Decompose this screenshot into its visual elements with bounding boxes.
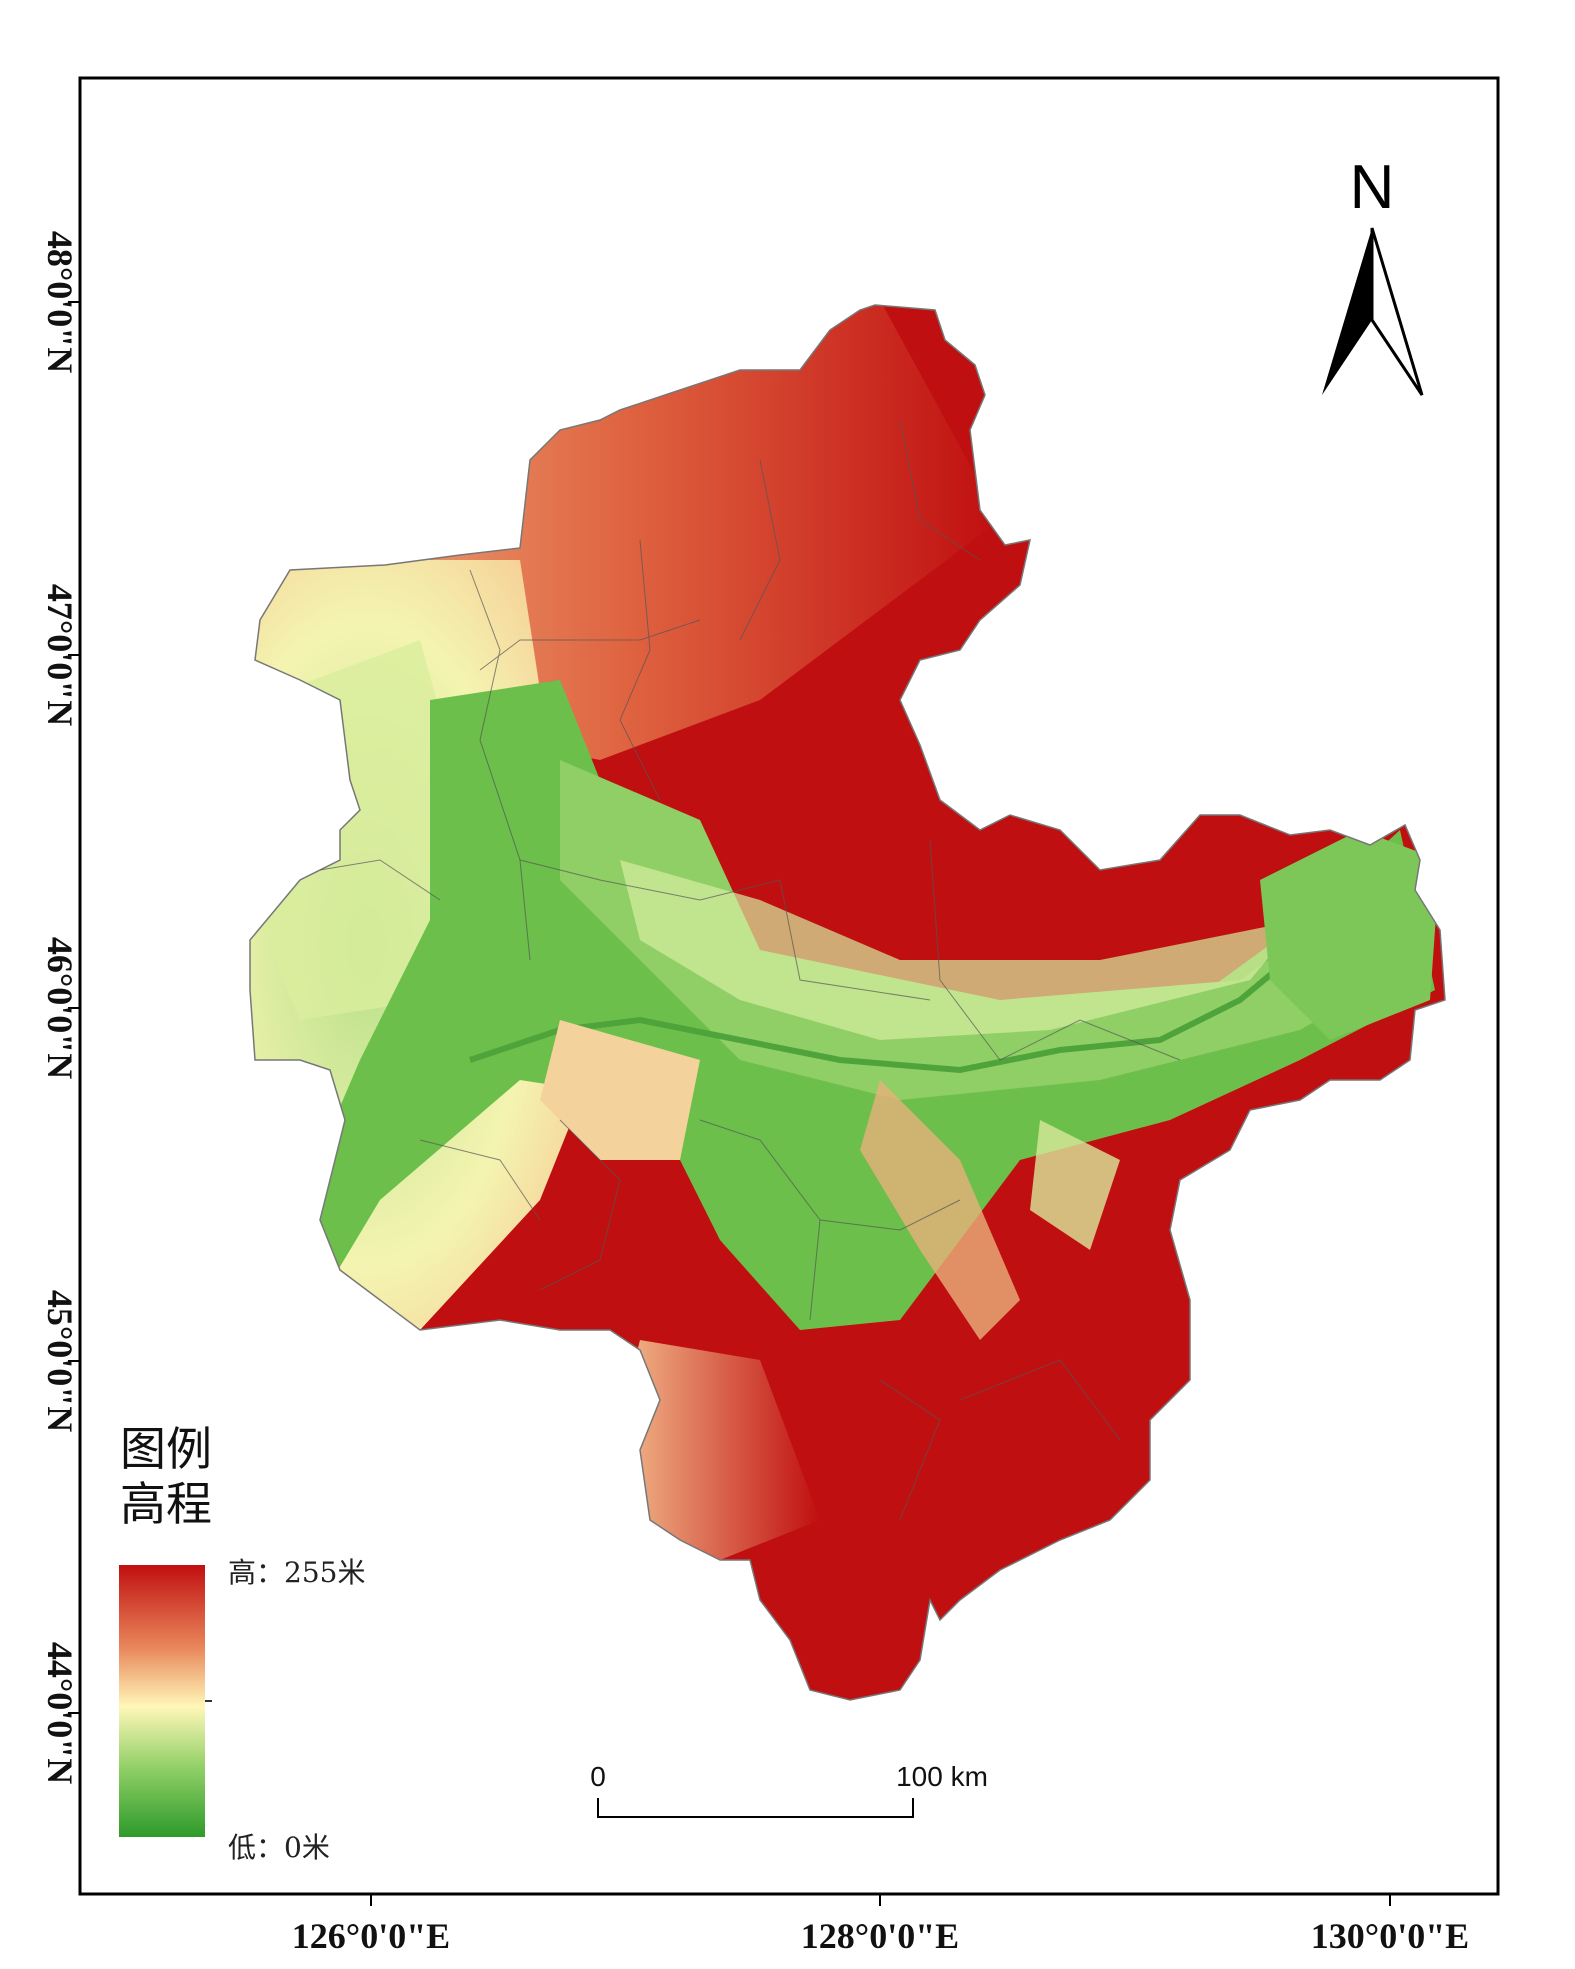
- north-arrow-letter: N: [1350, 153, 1395, 222]
- scale-start-label: 0: [590, 1761, 606, 1792]
- legend-title: 图例: [120, 1422, 212, 1476]
- lat-label-44: 44°0'0"N: [40, 1642, 80, 1784]
- region-outline: [249, 304, 1446, 1701]
- lat-label-45: 45°0'0"N: [40, 1290, 80, 1432]
- north-arrow: N: [1322, 153, 1424, 396]
- lon-ticks: [370, 1894, 1391, 1906]
- legend-high-label: 高：255米: [228, 1556, 365, 1589]
- scale-bar: 0 100 km: [590, 1761, 988, 1818]
- lat-label-47: 47°0'0"N: [40, 584, 80, 726]
- lon-label-128: 128°0'0"E: [801, 1916, 959, 1956]
- legend-subtitle: 高程: [120, 1477, 212, 1531]
- lon-label-130: 130°0'0"E: [1311, 1916, 1469, 1956]
- north-arrow-icon: [1322, 227, 1424, 396]
- legend-low-label: 低：0米: [228, 1831, 330, 1864]
- legend: 图例 高程 高：255米 低：0米: [119, 1422, 365, 1864]
- map-frame: [78, 76, 1500, 1896]
- lon-label-126: 126°0'0"E: [292, 1916, 450, 1956]
- scale-end-label: 100 km: [896, 1761, 988, 1792]
- lat-label-46: 46°0'0"N: [40, 937, 80, 1079]
- lat-ticks: [68, 301, 80, 1714]
- legend-color-ramp: [119, 1565, 205, 1837]
- lat-label-48: 48°0'0"N: [40, 231, 80, 373]
- lat-labels: 48°0'0"N 47°0'0"N 46°0'0"N 45°0'0"N 44°0…: [40, 231, 80, 1784]
- county-boundaries: [319, 419, 1181, 1521]
- lon-labels: 126°0'0"E 128°0'0"E 130°0'0"E: [292, 1916, 1469, 1956]
